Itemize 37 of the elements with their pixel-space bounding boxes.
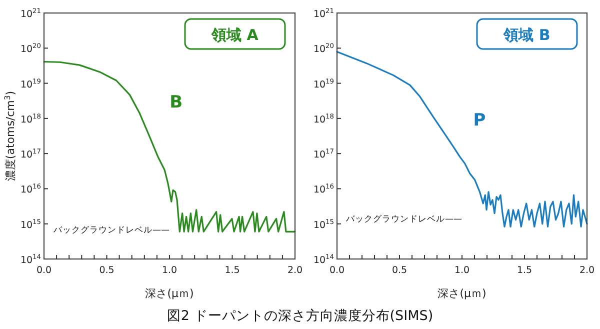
y-tick-label: 10$^{17}$ bbox=[20, 148, 41, 161]
y-tick-label: 10$^{14}$ bbox=[20, 253, 41, 266]
y-tick-label: 10$^{15}$ bbox=[20, 218, 41, 231]
y-tick-label: 10$^{19}$ bbox=[313, 77, 334, 90]
annotation: バックグラウンドレベル—— bbox=[345, 213, 462, 224]
x-axis-title: 深さ(μｍ) bbox=[145, 287, 194, 300]
x-tick-label: 1.0 bbox=[454, 265, 470, 276]
y-tick-label: 10$^{19}$ bbox=[20, 77, 41, 90]
x-tick-label: 0.5 bbox=[392, 265, 408, 276]
x-tick-label: 0.0 bbox=[329, 265, 345, 276]
y-tick-label: 10$^{14}$ bbox=[313, 253, 334, 266]
line-series bbox=[43, 60, 296, 232]
y-tick-label: 10$^{16}$ bbox=[20, 182, 41, 196]
x-tick-label: 1.5 bbox=[516, 265, 532, 276]
x-tick-label: 0.5 bbox=[99, 265, 114, 276]
y-tick-label: 10$^{17}$ bbox=[313, 148, 334, 161]
text: 領域 A bbox=[210, 26, 259, 44]
caption: 図2 ドーパントの深さ方向濃度分布(SIMS) bbox=[166, 308, 434, 324]
x-tick-label: 2.0 bbox=[579, 265, 595, 276]
x-tick-label: 1.5 bbox=[224, 265, 240, 276]
y-tick-label: 10$^{20}$ bbox=[313, 42, 334, 56]
x-tick-label: 0.0 bbox=[36, 265, 52, 276]
y-tick-label: 10$^{20}$ bbox=[20, 42, 41, 56]
line-series bbox=[336, 50, 588, 228]
x-axis-title: 深さ(μｍ) bbox=[438, 287, 486, 300]
series-label: B bbox=[170, 92, 183, 112]
text: 領域 B bbox=[502, 26, 550, 44]
series-label: P bbox=[473, 110, 486, 131]
y-tick-label: 10$^{15}$ bbox=[313, 218, 334, 231]
annotation: バックグラウンドレベル—— bbox=[52, 224, 170, 236]
y-tick-label: 10$^{18}$ bbox=[20, 112, 41, 126]
y-tick-label: 10$^{21}$ bbox=[313, 7, 334, 20]
x-tick-label: 1.0 bbox=[162, 265, 178, 276]
x-tick-label: 2.0 bbox=[287, 265, 303, 276]
y-tick-label: 10$^{21}$ bbox=[20, 7, 41, 20]
y-tick-label: 10$^{16}$ bbox=[313, 182, 334, 196]
y-tick-label: 10$^{18}$ bbox=[313, 112, 334, 126]
